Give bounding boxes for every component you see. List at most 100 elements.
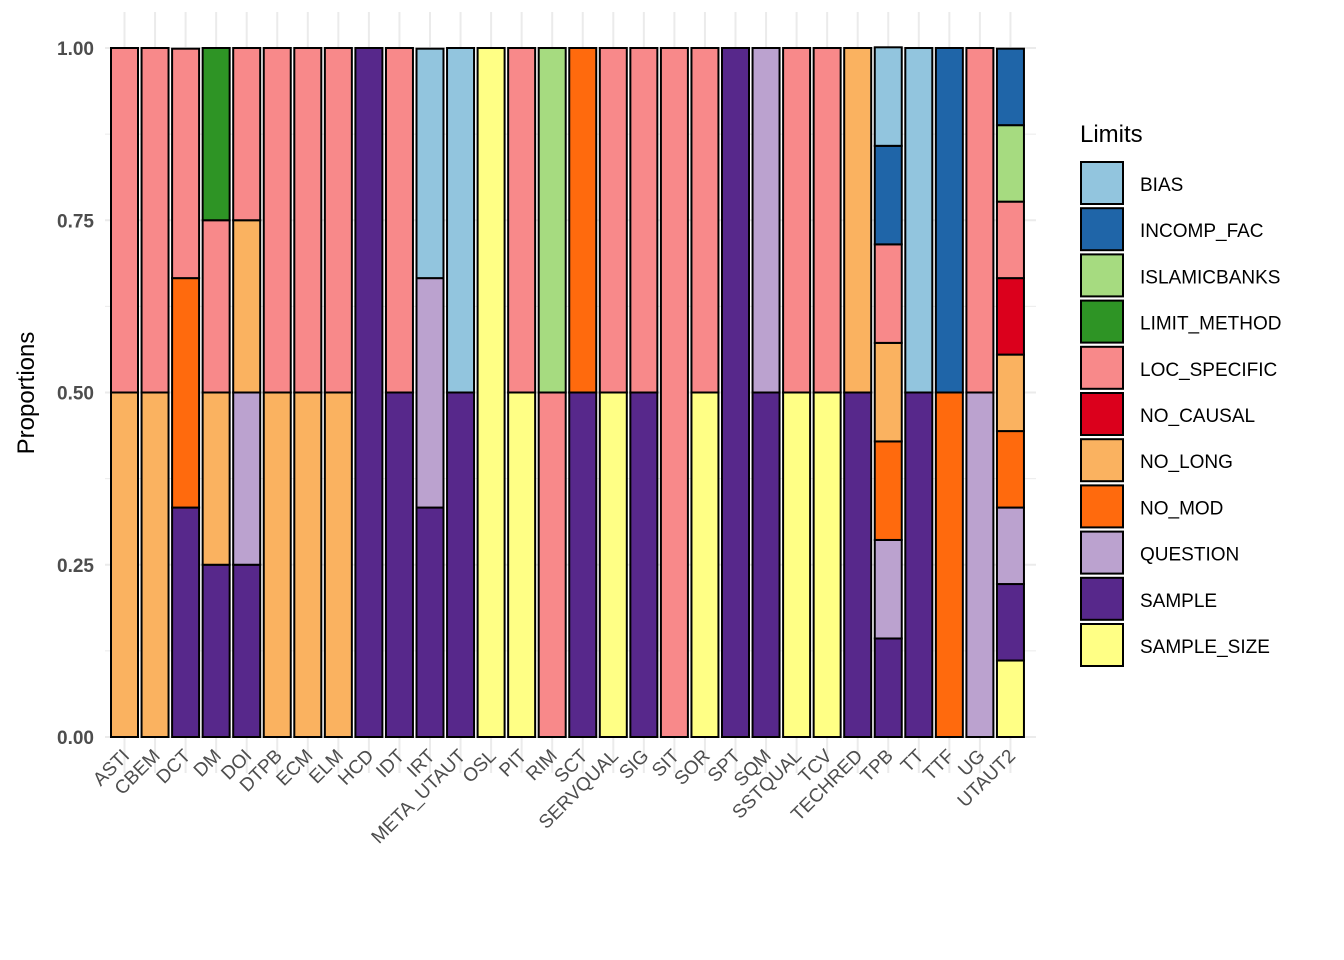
bar-segment <box>354 47 384 738</box>
legend-label: NO_CAUSAL <box>1140 406 1255 427</box>
bar-segment <box>507 391 537 738</box>
bar-segment <box>873 46 903 147</box>
x-tick-label: IDT <box>372 745 409 782</box>
x-tick-label: TPB <box>857 746 898 787</box>
bar-segment <box>171 277 201 509</box>
bar-segment <box>629 47 659 394</box>
bar-segment <box>537 47 567 394</box>
bar-segment <box>262 391 292 738</box>
legend-swatch <box>1080 438 1124 483</box>
bar-segment <box>873 341 903 443</box>
bar-segment <box>232 391 262 566</box>
y-tick-label: 0.75 <box>57 211 94 232</box>
bar-segment <box>995 200 1025 280</box>
legend-label: INCOMP_FAC <box>1140 221 1264 242</box>
legend-swatch <box>1080 530 1124 575</box>
bar-segment <box>751 47 781 394</box>
bar-segment <box>995 506 1025 586</box>
bar-segment <box>201 391 231 566</box>
bar-segment <box>171 506 201 738</box>
bar-segment <box>934 47 964 394</box>
legend-title: Limits <box>1080 121 1143 148</box>
bar-segment <box>293 391 323 738</box>
x-tick-label: SIG <box>615 746 653 784</box>
bar-segment <box>995 277 1025 356</box>
legend-swatch <box>1080 345 1124 390</box>
legend-swatch <box>1080 484 1124 529</box>
bar-segment <box>171 47 201 280</box>
legend-swatch <box>1080 207 1124 252</box>
legend-label: SAMPLE_SIZE <box>1140 637 1270 658</box>
y-tick-label: 1.00 <box>57 39 94 60</box>
bar-segment <box>995 659 1025 738</box>
x-tick-label: DM <box>190 746 226 782</box>
bar-segment <box>446 391 476 738</box>
bar-segment <box>201 47 231 222</box>
bar-segment <box>965 391 995 738</box>
bar-segment <box>476 47 506 738</box>
bar-segment <box>934 391 964 738</box>
bar-segment <box>110 47 139 394</box>
y-tick-label: 0.25 <box>57 556 94 577</box>
legend-swatch <box>1080 253 1124 298</box>
legend-label: LOC_SPECIFIC <box>1140 360 1277 381</box>
bar-segment <box>873 243 903 344</box>
bar-segment <box>751 391 781 738</box>
y-tick-label: 0.00 <box>57 728 94 749</box>
bar-segment <box>201 563 231 738</box>
bar-segment <box>904 391 934 738</box>
bar-segment <box>995 430 1025 509</box>
bar-segment <box>843 47 873 394</box>
bar-segment <box>415 47 445 280</box>
bar-segment <box>995 124 1025 203</box>
legend-swatch <box>1080 576 1124 621</box>
bar-segment <box>201 219 231 394</box>
bar-segment <box>384 47 414 394</box>
legend-label: ISLAMICBANKS <box>1140 267 1280 288</box>
bar-segment <box>629 391 659 738</box>
bar-layer <box>110 46 1025 739</box>
bar-segment <box>812 391 842 738</box>
bar-segment <box>232 219 262 394</box>
bar-segment <box>568 391 598 738</box>
legend-swatch <box>1080 299 1124 344</box>
x-axis-ticks: ASTICBEMDCTDMDOIDTPBECMELMHCDIDTIRTMETA_… <box>89 745 1020 848</box>
bar-segment <box>110 391 139 738</box>
bar-segment <box>873 440 903 541</box>
legend-swatch <box>1080 392 1124 436</box>
bar-segment <box>323 391 353 738</box>
bar-segment <box>873 637 903 739</box>
bar-segment <box>995 47 1025 127</box>
legend-label: BIAS <box>1140 175 1183 196</box>
x-tick-label: PIT <box>495 745 531 781</box>
bar-segment <box>384 391 414 738</box>
bar-segment <box>232 563 262 738</box>
bar-segment <box>873 538 903 640</box>
bar-segment <box>507 47 537 394</box>
legend-label: NO_MOD <box>1140 498 1223 519</box>
bar-segment <box>690 47 720 394</box>
bar-segment <box>598 391 628 738</box>
bar-segment <box>323 47 353 394</box>
bar-segment <box>995 353 1025 433</box>
y-tick-label: 0.50 <box>57 384 94 405</box>
bar-segment <box>140 47 170 394</box>
legend-label: QUESTION <box>1140 545 1239 566</box>
bar-segment <box>232 47 262 222</box>
bar-segment <box>415 277 445 509</box>
bar-segment <box>873 144 903 246</box>
bar-segment <box>843 391 873 738</box>
bar-segment <box>537 391 567 738</box>
x-tick-label: TTF <box>919 746 958 785</box>
bar-segment <box>904 47 934 394</box>
y-axis-ticks: 0.00 0.25 0.50 0.75 1.00 <box>57 39 94 749</box>
bar-segment <box>965 47 995 394</box>
bar-segment <box>690 391 720 738</box>
bar-segment <box>262 47 292 394</box>
legend-swatch <box>1080 623 1124 667</box>
bar-segment <box>782 391 812 738</box>
bar-segment <box>293 47 323 394</box>
bar-segment <box>598 47 628 394</box>
bar-segment <box>812 47 842 394</box>
